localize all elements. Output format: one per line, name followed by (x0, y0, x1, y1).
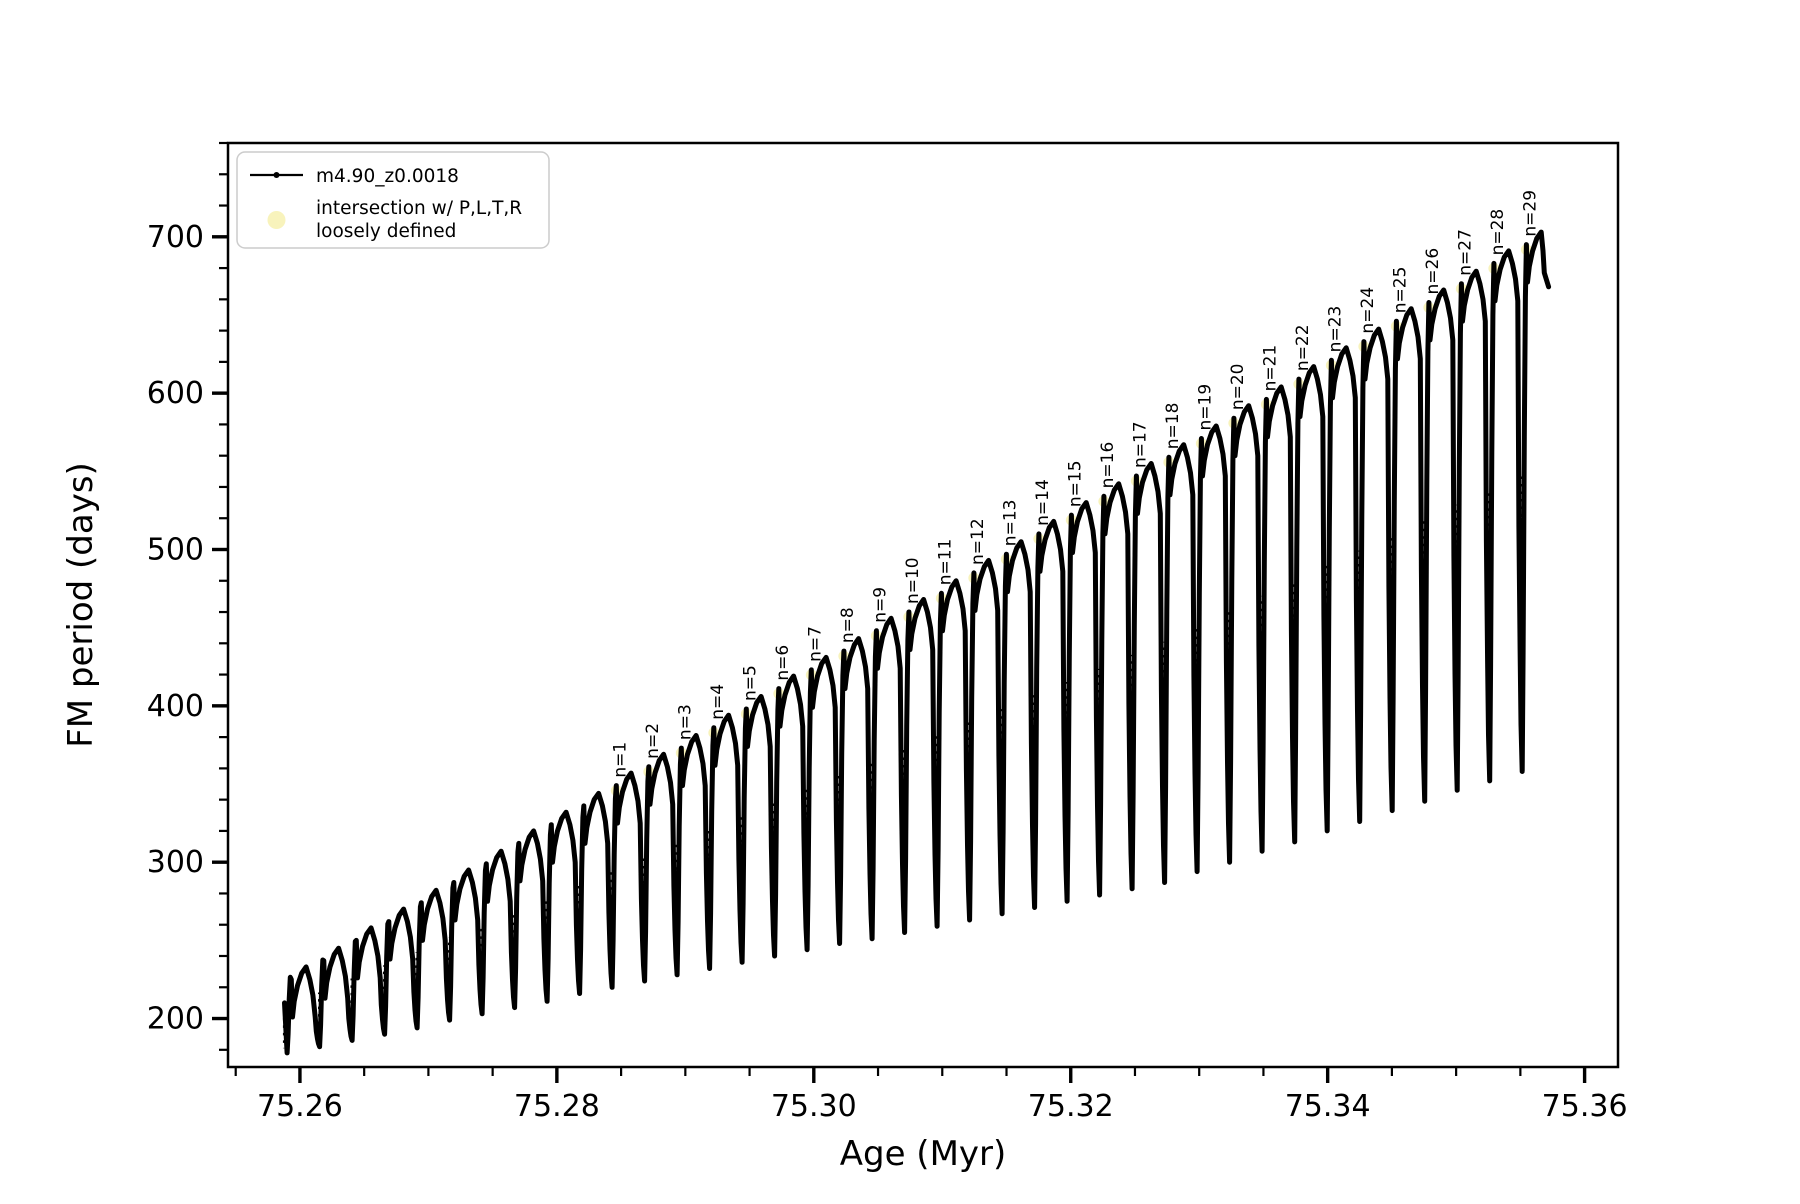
y-tick-label: 400 (147, 689, 204, 724)
pulse-annotation-n-2: n=2 (643, 723, 663, 759)
pulse-annotation-n-17: n=17 (1130, 421, 1150, 468)
x-tick-label: 75.30 (771, 1089, 857, 1124)
legend-marker-label-line2: loosely defined (316, 221, 456, 242)
x-tick-label: 75.34 (1285, 1089, 1371, 1124)
x-tick-label: 75.28 (514, 1089, 600, 1124)
x-tick-label: 75.26 (257, 1089, 343, 1124)
pulse-annotation-n-28: n=28 (1488, 209, 1508, 256)
pulse-annotation-n-15: n=15 (1065, 460, 1085, 507)
legend-box (236, 151, 550, 249)
pulse-annotation-n-6: n=6 (773, 645, 793, 681)
legend-marker-label-line1: intersection w/ P,L,T,R (316, 198, 522, 219)
valley-dot-strands (282, 474, 1524, 1053)
pulse-annotation-n-22: n=22 (1293, 324, 1313, 371)
series-line (282, 229, 1552, 1056)
pulse-annotation-n-7: n=7 (805, 626, 825, 662)
pulse-annotation-n-12: n=12 (968, 518, 988, 565)
pulse-annotations: n=1 n=2 n=3 n=4 n=5 n=6 n=7 n=8 n=9 n=10 n=11 n=12 n… (610, 190, 1540, 778)
legend-line-dot-marker (273, 172, 280, 178)
y-tick-label: 600 (147, 376, 204, 411)
pulse-annotation-n-20: n=20 (1228, 364, 1248, 411)
pulse-annotation-n-18: n=18 (1163, 403, 1183, 450)
legend: m4.90_z0.0018 intersection w/ P,L,T,R lo… (236, 151, 550, 249)
pulse-annotation-n-24: n=24 (1358, 287, 1378, 334)
y-axis-ticks: 200 300 400 500 600 700 (147, 141, 228, 1051)
pulse-annotation-n-23: n=23 (1325, 306, 1345, 353)
legend-intersection-marker-icon (267, 211, 286, 229)
pulse-annotation-n-21: n=21 (1260, 345, 1280, 392)
y-tick-label: 200 (147, 1002, 204, 1037)
pulse-annotation-n-19: n=19 (1195, 384, 1215, 431)
x-axis-ticks: 75.26 75.28 75.30 75.32 75.34 75.36 (234, 1067, 1628, 1124)
pulse-annotation-n-26: n=26 (1423, 248, 1443, 295)
pulse-annotation-n-27: n=27 (1455, 229, 1475, 276)
pulse-annotation-n-3: n=3 (675, 704, 695, 740)
pulse-annotation-n-8: n=8 (838, 607, 858, 643)
pulse-annotation-n-13: n=13 (1000, 500, 1020, 547)
y-tick-label: 700 (147, 220, 204, 255)
y-tick-label: 300 (147, 845, 204, 880)
x-axis-label: Age (Myr) (840, 1134, 1007, 1174)
pulse-annotation-n-10: n=10 (903, 557, 923, 604)
pulse-annotation-n-25: n=25 (1390, 267, 1410, 314)
x-tick-label: 75.36 (1542, 1089, 1628, 1124)
pulse-annotation-n-16: n=16 (1098, 442, 1118, 489)
pulse-annotation-n-9: n=9 (870, 587, 890, 623)
pulse-annotation-n-11: n=11 (935, 539, 955, 586)
pulse-annotation-n-4: n=4 (708, 684, 728, 720)
x-tick-label: 75.32 (1028, 1089, 1114, 1124)
pulse-annotation-n-14: n=14 (1033, 479, 1053, 526)
pulse-annotation-n-5: n=5 (740, 665, 760, 701)
pulse-annotation-n-1: n=1 (610, 742, 630, 778)
pulse-annotation-n-29: n=29 (1520, 190, 1540, 237)
axes-spines (226, 141, 1620, 1069)
data-curve (282, 229, 1552, 1056)
legend-series-label: m4.90_z0.0018 (316, 166, 459, 187)
y-tick-label: 500 (147, 532, 204, 567)
y-axis-label: FM period (days) (61, 462, 101, 748)
